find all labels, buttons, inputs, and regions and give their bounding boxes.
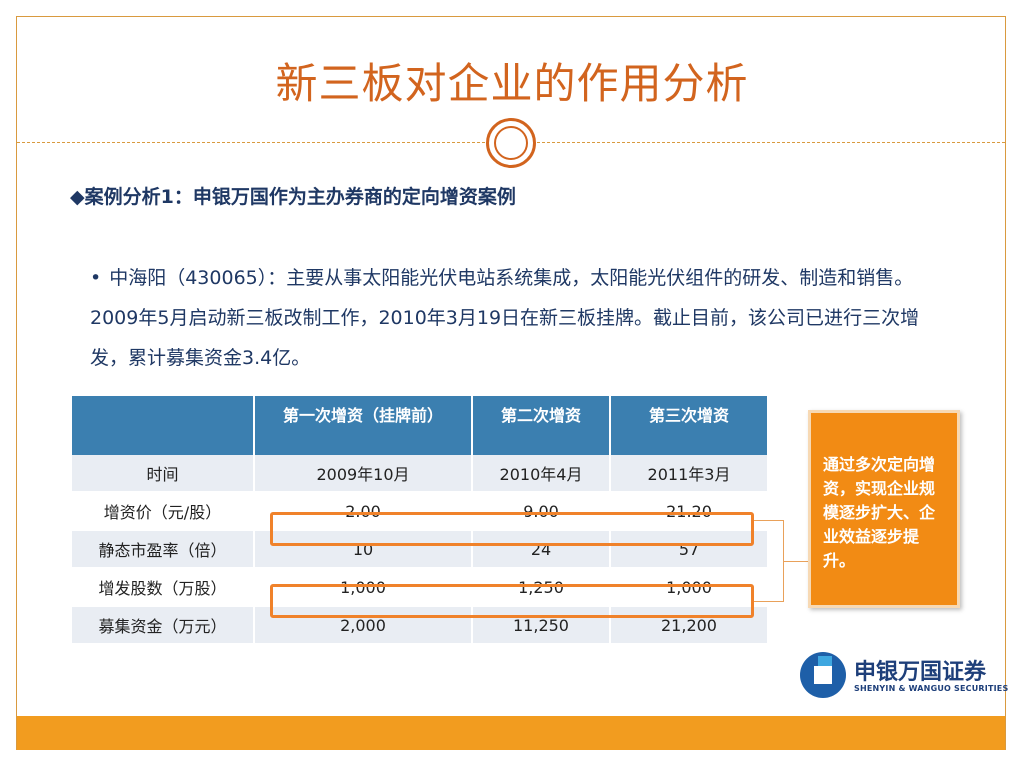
capital-increase-table: 第一次增资（挂牌前） 第二次增资 第三次增资 时间 2009年10月 2010年… [72, 396, 769, 645]
table-cell: 2,000 [254, 606, 473, 645]
row-label: 静态市盈率（倍） [72, 530, 255, 569]
logo-mark-square [814, 666, 832, 684]
ring-inner [494, 126, 528, 160]
callout-text: 通过多次定向增资，实现企业规模逐步扩大、企业效益逐步提升。 [823, 455, 936, 570]
logo-mark-accent [818, 656, 832, 668]
table-cell: 21,200 [610, 606, 769, 645]
table-row: 静态市盈率（倍） 10 24 57 [72, 530, 769, 569]
table-row: 募集资金（万元） 2,000 11,250 21,200 [72, 606, 769, 645]
table-cell: 24 [472, 530, 611, 569]
case-heading: ◆案例分析1：申银万国作为主办券商的定向增资案例 [70, 186, 516, 208]
table-cell: 21.20 [610, 492, 769, 531]
table-row: 时间 2009年10月 2010年4月 2011年3月 [72, 455, 769, 493]
table-cell: 10 [254, 530, 473, 569]
row-label: 募集资金（万元） [72, 606, 255, 645]
table-header-cell: 第一次增资（挂牌前） [254, 396, 473, 455]
table-cell: 2011年3月 [610, 455, 769, 493]
table-cell: 1,000 [610, 568, 769, 607]
callout-bracket [754, 520, 784, 602]
table-cell: 1,250 [472, 568, 611, 607]
highlight-pe-ratio [270, 512, 754, 546]
callout-connector [784, 561, 808, 562]
row-label: 时间 [72, 455, 255, 493]
table-cell: 11,250 [472, 606, 611, 645]
table-header-cell [72, 396, 255, 455]
ring-ornament-icon [486, 118, 536, 168]
paragraph-text: 中海阳（430065）：主要从事太阳能光伏电站系统集成，太阳能光伏组件的研发、制… [90, 267, 920, 369]
table-header-cell: 第三次增资 [610, 396, 769, 455]
logo-name-cn: 申银万国证券 [854, 660, 987, 685]
row-label: 增发股数（万股） [72, 568, 255, 607]
callout-box: 通过多次定向增资，实现企业规模逐步扩大、企业效益逐步提升。 [808, 410, 960, 608]
table-row: 增发股数（万股） 1,000 1,250 1,000 [72, 568, 769, 607]
table-header-cell: 第二次增资 [472, 396, 611, 455]
case-paragraph: • 中海阳（430065）：主要从事太阳能光伏电站系统集成，太阳能光伏组件的研发、… [90, 258, 950, 378]
table-cell: 2.00 [254, 492, 473, 531]
table-header-row: 第一次增资（挂牌前） 第二次增资 第三次增资 [72, 396, 769, 455]
slide-title: 新三板对企业的作用分析 [275, 59, 749, 108]
company-logo: 申银万国证券 SHENYIN & WANGUO SECURITIES [800, 652, 1008, 702]
highlight-funds-raised [270, 584, 754, 618]
table-cell: 9.00 [472, 492, 611, 531]
logo-name-en: SHENYIN & WANGUO SECURITIES [854, 684, 1009, 693]
table-row: 增资价（元/股） 2.00 9.00 21.20 [72, 492, 769, 531]
table-cell: 1,000 [254, 568, 473, 607]
bullet-dot: • [90, 267, 102, 289]
footer-bar [17, 716, 1005, 750]
table-cell: 2010年4月 [472, 455, 611, 493]
logo-mark-icon [800, 652, 846, 698]
row-label: 增资价（元/股） [72, 492, 255, 531]
table-cell: 2009年10月 [254, 455, 473, 493]
